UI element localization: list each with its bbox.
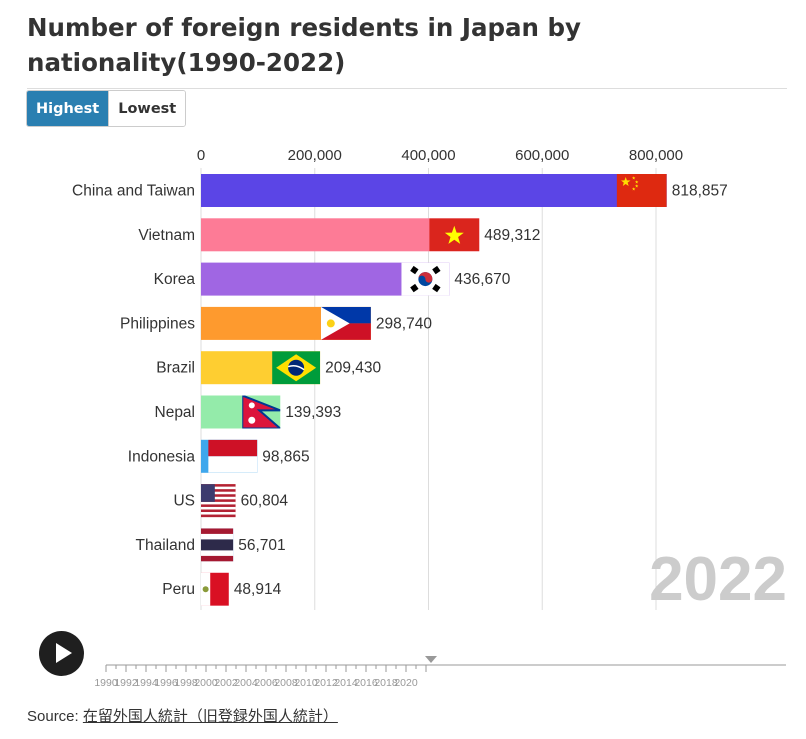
play-button[interactable] bbox=[39, 631, 84, 676]
china-flag bbox=[616, 174, 667, 207]
value-label: 139,393 bbox=[285, 404, 341, 421]
sort-toggle: Highest Lowest bbox=[26, 90, 187, 127]
category-label: Korea bbox=[154, 271, 196, 288]
timeline-year-label: 2002 bbox=[214, 677, 238, 689]
timeline-year-label: 2012 bbox=[314, 677, 338, 689]
brazil-flag bbox=[272, 351, 321, 385]
us-flag bbox=[201, 484, 236, 518]
category-label: China and Taiwan bbox=[72, 183, 195, 200]
thailand-flag bbox=[201, 528, 234, 562]
timeline-year-label: 2018 bbox=[374, 677, 398, 689]
timeline-year-label: 2014 bbox=[334, 677, 358, 689]
category-label: US bbox=[173, 493, 195, 510]
timeline-year-label: 1998 bbox=[174, 677, 198, 689]
value-label: 298,740 bbox=[376, 315, 432, 332]
philippines-flag bbox=[320, 306, 371, 340]
nepal-flag bbox=[242, 395, 281, 429]
timeline-year-label: 2020 bbox=[394, 677, 418, 689]
bar-chart: 0 200,000 400,000 600,000 800,000 2022 China a… bbox=[72, 147, 787, 689]
bar[interactable] bbox=[201, 174, 667, 207]
timeline-year-label: 2008 bbox=[274, 677, 298, 689]
title-divider bbox=[27, 88, 787, 89]
category-label: Brazil bbox=[156, 360, 195, 377]
x-tick-label: 800,000 bbox=[629, 147, 683, 164]
value-label: 818,857 bbox=[672, 183, 728, 200]
value-label: 489,312 bbox=[484, 227, 540, 244]
value-label: 98,865 bbox=[262, 448, 309, 465]
source-link[interactable]: 在留外国人統計（旧登録外国人統計） bbox=[82, 708, 338, 725]
timeline-year-label: 1992 bbox=[114, 677, 138, 689]
timeline-year-label: 2000 bbox=[194, 677, 218, 689]
timeline-year-label: 1990 bbox=[94, 677, 118, 689]
chart-title: Number of foreign residents in Japan by … bbox=[27, 13, 582, 77]
timeline-year-label: 1996 bbox=[154, 677, 178, 689]
indonesia-flag bbox=[208, 439, 258, 473]
category-label: Indonesia bbox=[128, 448, 196, 465]
category-label: Peru bbox=[162, 581, 195, 598]
x-tick-label: 200,000 bbox=[288, 147, 342, 164]
source-line: Source: 在留外国人統計（旧登録外国人統計） bbox=[27, 705, 338, 726]
value-label: 436,670 bbox=[454, 271, 510, 288]
highest-button[interactable]: Highest bbox=[27, 91, 109, 126]
value-label: 48,914 bbox=[234, 581, 282, 598]
x-tick-label: 400,000 bbox=[401, 147, 455, 164]
timeline-year-label: 1994 bbox=[134, 677, 158, 689]
peru-flag bbox=[201, 572, 229, 606]
timeline-year-label: 2004 bbox=[234, 677, 258, 689]
x-tick-label: 600,000 bbox=[515, 147, 569, 164]
korea-flag bbox=[401, 262, 450, 296]
timeline-year-label: 2006 bbox=[254, 677, 278, 689]
category-label: Philippines bbox=[120, 315, 195, 332]
category-label: Vietnam bbox=[138, 227, 195, 244]
timeline-handle[interactable] bbox=[425, 656, 437, 663]
category-label: Thailand bbox=[136, 537, 195, 554]
source-label: Source: bbox=[27, 708, 79, 725]
x-tick-label: 0 bbox=[197, 147, 205, 164]
lowest-button[interactable]: Lowest bbox=[108, 91, 186, 126]
timeline-year-label: 2010 bbox=[294, 677, 318, 689]
vietnam-flag bbox=[429, 218, 480, 252]
current-year-label: 2022 bbox=[649, 545, 787, 614]
value-label: 56,701 bbox=[238, 537, 285, 554]
value-label: 60,804 bbox=[241, 493, 289, 510]
value-label: 209,430 bbox=[325, 360, 381, 377]
category-label: Nepal bbox=[155, 404, 196, 421]
timeline-year-label: 2016 bbox=[354, 677, 378, 689]
